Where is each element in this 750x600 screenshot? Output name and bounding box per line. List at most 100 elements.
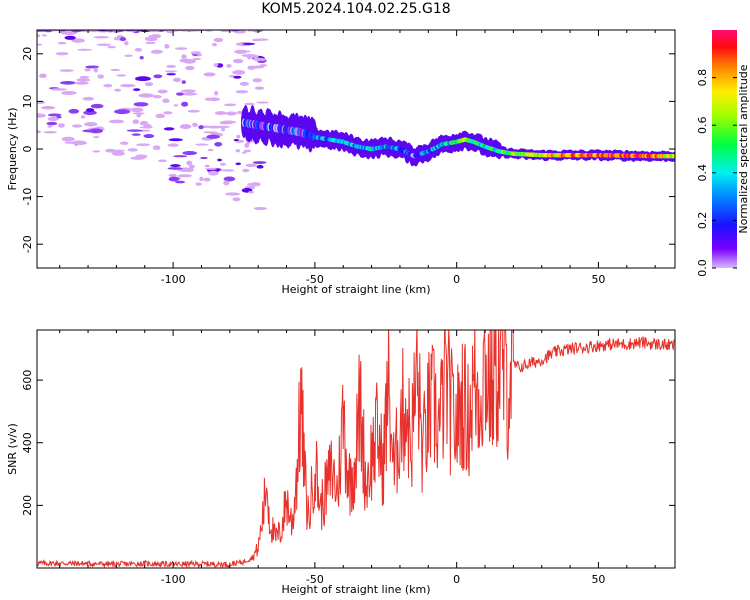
spectrogram-speckle [90,103,104,109]
spectrogram-speckle [114,88,122,92]
spectrogram-speckle [37,113,46,118]
spectrogram-speckle [214,90,219,96]
spectrogram-speckle [219,121,233,125]
spectrogram-speckle [168,173,177,177]
spectrogram-speckle [110,68,121,72]
spectrogram-speckle [173,77,182,83]
colorbar-ticks: 0.0 0.2 0.4 0.6 0.8 [696,69,737,277]
snr-ytick-label: 200 [21,495,34,516]
spectrogram-speckle [204,97,212,101]
spectrogram-speckle [256,101,270,104]
spectrogram-speckle [127,148,138,152]
spectrogram-speckle [109,149,126,152]
spectrogram-marks [37,30,675,211]
spectrogram-speckle [248,191,255,194]
spectrogram-speckle [152,145,161,151]
spectrogram-y-axis-label: Frequency (Hz) [6,108,19,191]
spectrogram-speckle [199,176,204,182]
spectrogram-speckle [153,74,163,79]
spectrogram-speckle [210,131,219,135]
spectrogram-speckle [71,38,85,43]
spectrogram-xtick-label: 0 [453,273,460,286]
spectrogram-speckle [254,86,265,90]
spectrogram-speckle [93,35,110,39]
spectrogram-speckle [131,133,141,136]
spectrogram-speckle [135,154,148,159]
snr-ytick-label: 400 [21,432,34,453]
spectrogram-speckle [152,95,162,99]
spectrogram-speckle [169,164,181,168]
snr-frame [36,329,676,569]
spectrogram-speckle [167,143,180,147]
spectrogram-speckle [51,88,67,91]
spectrogram-speckle [175,180,186,184]
spectrogram-speckle [168,176,180,182]
spectrogram-speckle [253,206,267,211]
spectrogram-speckle [145,41,156,45]
spectrogram-speckle [150,49,163,54]
spectrogram-speckle [195,143,209,146]
figure-title: KOM5.2024.104.02.25.G18 [261,1,451,17]
spectrogram-speckle [203,72,216,77]
spectrogram-speckle [242,168,250,173]
spectrogram-speckle [116,74,127,77]
spectrogram-speckle [120,83,136,88]
spectrogram-speckle [219,30,232,33]
spectrogram-xtick-label: -50 [306,273,324,286]
ridge-core [672,153,675,159]
snr-panel: -100 -50 0 50 200 400 600 Height of straight l… [6,329,676,596]
spectrogram-speckle [124,41,129,46]
spectrogram-speckle [158,159,167,163]
snr-xtick-label: -50 [306,573,324,586]
spectrogram-speckle [124,54,133,57]
spectrogram-speckle [189,164,195,169]
spectrogram-ytick-label: -10 [21,188,34,206]
spectrogram-speckle [181,54,187,59]
spectrogram-speckle [149,36,157,41]
spectrogram-speckle [162,98,170,104]
spectrogram-speckle [133,88,141,92]
spectrogram-speckle [57,41,67,45]
spectrogram-speckle [71,140,87,146]
spectrogram-speckle [184,65,195,71]
spectrogram-speckle [236,110,244,115]
spectrogram-speckle [83,110,97,116]
snr-y-axis-label: SNR (v/v) [6,423,19,475]
spectrogram-speckle [59,69,74,72]
spectrogram-speckle [58,123,65,128]
spectrogram-speckle [232,58,244,64]
spectrogram-speckle [47,125,53,128]
spectrogram-speckle [77,48,93,51]
spectrogram-speckle [43,131,57,134]
spectrogram-speckle [175,92,184,96]
spectrogram-speckle [244,102,255,106]
spectrogram-speckle [68,108,80,114]
spectrogram-speckle [61,90,77,96]
spectrogram-speckle [181,101,189,107]
spectrogram-speckle [111,151,125,156]
spectrogram-speckle [252,78,263,83]
spectrogram-ytick-label: 20 [21,47,34,61]
spectrogram-speckle [168,138,183,142]
spectrogram-speckle [192,122,198,128]
spectrogram-speckle [85,108,95,112]
spectrogram-speckle [166,73,176,76]
spectrogram-speckle [96,43,112,47]
spectrogram-speckle [64,35,76,40]
colorbar-tick-label: 0.4 [696,164,709,182]
spectrogram-speckle [239,81,250,86]
spectrogram-speckle [179,124,192,130]
spectrogram-speckle [200,156,208,160]
spectrogram-speckle [74,81,89,85]
snr-xtick-label: -100 [161,573,186,586]
spectrogram-speckle [155,113,166,119]
spectrogram-speckle [179,58,192,63]
spectrogram-x-axis-label: Height of straight line (km) [281,283,430,296]
spectrogram-speckle [205,167,218,170]
spectrogram-xtick-label: -100 [161,273,186,286]
spectrogram-speckle [37,43,43,46]
spectrogram-speckle [220,169,235,172]
spectrogram-speckle [207,148,214,152]
spectrogram-speckle [119,37,127,42]
